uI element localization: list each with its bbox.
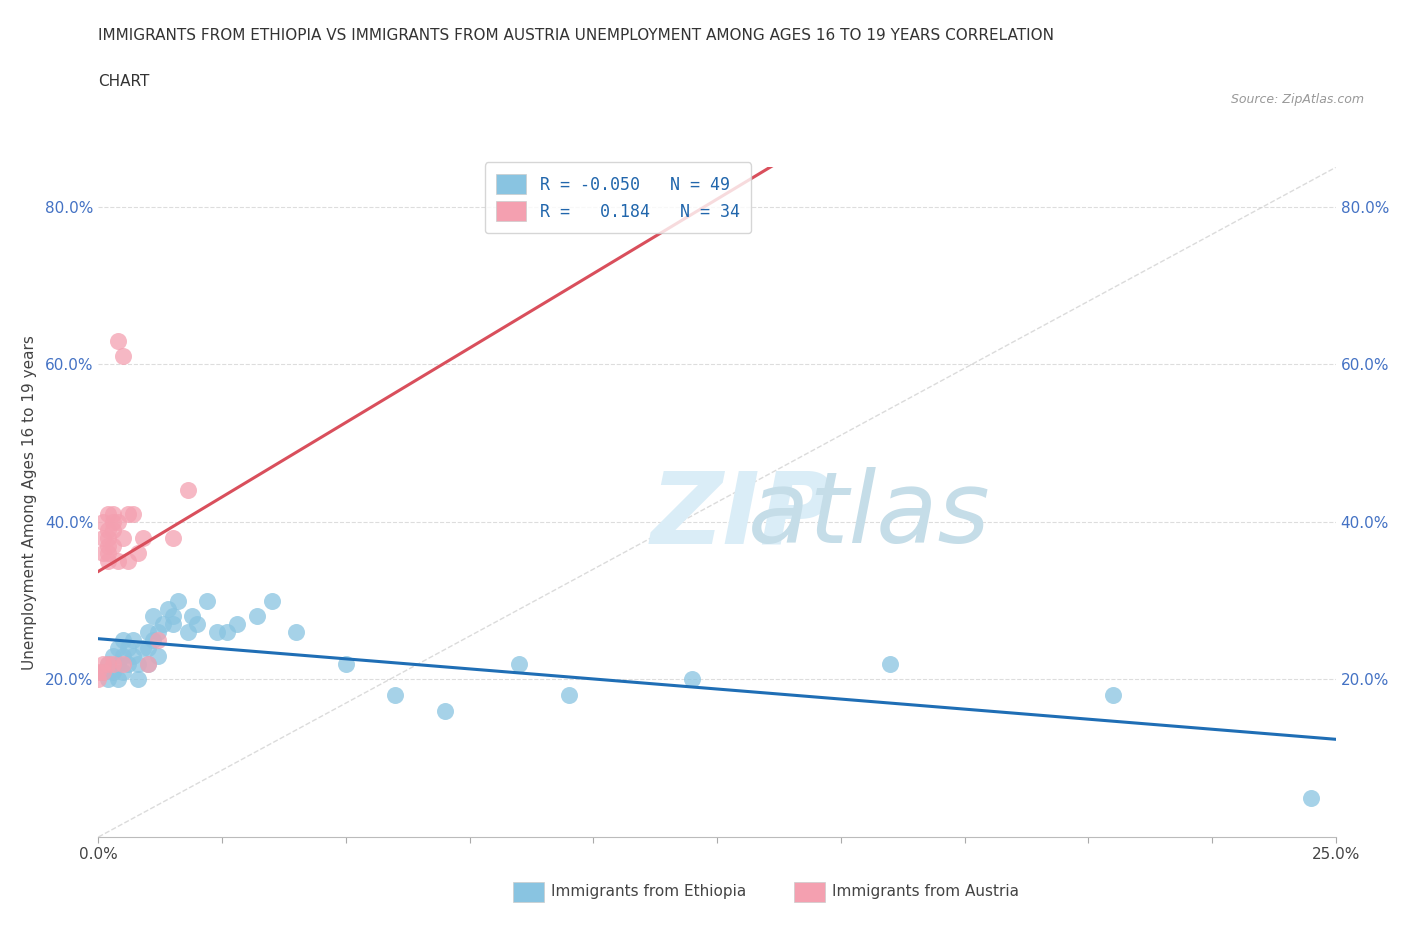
Point bbox=[285, 625, 308, 640]
Point bbox=[142, 609, 165, 624]
Point bbox=[97, 538, 120, 553]
Point bbox=[93, 657, 115, 671]
Point bbox=[136, 657, 159, 671]
Point bbox=[122, 632, 145, 647]
Point bbox=[112, 349, 135, 364]
Point bbox=[260, 593, 283, 608]
Point bbox=[107, 514, 129, 529]
Point bbox=[112, 664, 135, 679]
Point bbox=[93, 664, 115, 679]
Point bbox=[93, 664, 115, 679]
Point bbox=[117, 507, 139, 522]
Point bbox=[103, 514, 125, 529]
Point bbox=[508, 657, 530, 671]
Point bbox=[127, 657, 149, 671]
Point bbox=[226, 617, 249, 631]
Point bbox=[146, 625, 169, 640]
Point bbox=[107, 672, 129, 687]
Point bbox=[93, 546, 115, 561]
Point bbox=[107, 554, 129, 569]
Text: IMMIGRANTS FROM ETHIOPIA VS IMMIGRANTS FROM AUSTRIA UNEMPLOYMENT AMONG AGES 16 T: IMMIGRANTS FROM ETHIOPIA VS IMMIGRANTS F… bbox=[98, 28, 1054, 43]
Point bbox=[127, 546, 149, 561]
Point bbox=[97, 672, 120, 687]
Point bbox=[117, 657, 139, 671]
Point bbox=[1299, 790, 1322, 805]
Point bbox=[122, 648, 145, 663]
Point bbox=[156, 601, 179, 616]
Point bbox=[132, 641, 155, 656]
Point bbox=[117, 641, 139, 656]
Point bbox=[152, 617, 174, 631]
Point bbox=[107, 657, 129, 671]
Point bbox=[117, 554, 139, 569]
Point bbox=[97, 657, 120, 671]
Legend: R = -0.050   N = 49, R =   0.184   N = 34: R = -0.050 N = 49, R = 0.184 N = 34 bbox=[485, 163, 751, 233]
Point bbox=[246, 609, 269, 624]
Point bbox=[112, 530, 135, 545]
Point bbox=[166, 593, 188, 608]
Point bbox=[87, 664, 110, 679]
Point bbox=[107, 333, 129, 348]
Text: ZIP: ZIP bbox=[651, 467, 834, 565]
Point bbox=[433, 703, 456, 718]
Point bbox=[557, 688, 579, 703]
Text: Source: ZipAtlas.com: Source: ZipAtlas.com bbox=[1230, 93, 1364, 106]
Point bbox=[162, 609, 184, 624]
Point bbox=[176, 483, 198, 498]
Point bbox=[103, 507, 125, 522]
Point bbox=[93, 514, 115, 529]
Point bbox=[136, 657, 159, 671]
Point bbox=[97, 530, 120, 545]
Point bbox=[103, 657, 125, 671]
Point bbox=[127, 672, 149, 687]
Point bbox=[384, 688, 406, 703]
Point bbox=[217, 625, 239, 640]
Point bbox=[146, 632, 169, 647]
Point bbox=[162, 530, 184, 545]
Point bbox=[181, 609, 204, 624]
Point bbox=[103, 523, 125, 538]
Text: Immigrants from Ethiopia: Immigrants from Ethiopia bbox=[551, 884, 747, 899]
Point bbox=[97, 523, 120, 538]
Point bbox=[122, 507, 145, 522]
Point bbox=[97, 546, 120, 561]
Point bbox=[103, 538, 125, 553]
Point bbox=[112, 657, 135, 671]
Point bbox=[97, 507, 120, 522]
Point bbox=[205, 625, 228, 640]
Point bbox=[162, 617, 184, 631]
Point bbox=[97, 554, 120, 569]
Point bbox=[107, 641, 129, 656]
Point bbox=[112, 632, 135, 647]
Point bbox=[186, 617, 208, 631]
Point bbox=[112, 648, 135, 663]
Point bbox=[195, 593, 218, 608]
Point bbox=[132, 530, 155, 545]
Text: Immigrants from Austria: Immigrants from Austria bbox=[832, 884, 1019, 899]
Point bbox=[87, 672, 110, 687]
Point bbox=[176, 625, 198, 640]
Text: atlas: atlas bbox=[494, 467, 990, 565]
Point bbox=[146, 648, 169, 663]
Point bbox=[103, 664, 125, 679]
Point bbox=[1102, 688, 1125, 703]
Point bbox=[142, 632, 165, 647]
Point bbox=[879, 657, 901, 671]
Point bbox=[93, 530, 115, 545]
Text: CHART: CHART bbox=[98, 74, 150, 89]
Point bbox=[681, 672, 703, 687]
Y-axis label: Unemployment Among Ages 16 to 19 years: Unemployment Among Ages 16 to 19 years bbox=[21, 335, 37, 670]
Point bbox=[136, 625, 159, 640]
Point bbox=[97, 657, 120, 671]
Point bbox=[136, 641, 159, 656]
Point bbox=[335, 657, 357, 671]
Point bbox=[103, 648, 125, 663]
